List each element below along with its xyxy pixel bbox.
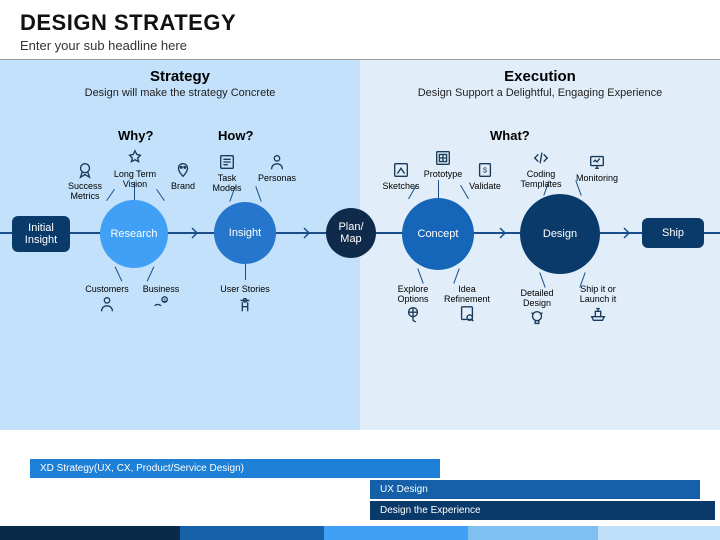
question-how: How? — [218, 128, 253, 143]
document-search-icon — [457, 304, 477, 324]
question-why: Why? — [118, 128, 153, 143]
spoke-user-stories: User Stories — [220, 284, 270, 315]
sketch-icon — [391, 160, 411, 180]
node-initial: Initial Insight — [12, 216, 70, 252]
node-plan: Plan/ Map — [326, 208, 376, 258]
spoke-detailed: Detailed Design — [512, 288, 562, 329]
panel-execution-title: Execution — [366, 68, 714, 85]
spoke-ship-launch: Ship it or Launch it — [570, 284, 626, 325]
bar-ux: UX Design — [370, 480, 700, 499]
arrow-icon — [178, 226, 200, 240]
node-ship: Ship — [642, 218, 704, 248]
arrow-icon — [486, 226, 508, 240]
svg-text:$: $ — [483, 166, 487, 175]
person-icon — [97, 294, 117, 314]
checklist-icon — [217, 152, 237, 172]
vision-icon — [125, 148, 145, 168]
footer-stripe — [0, 526, 720, 540]
page-title: DESIGN STRATEGY — [20, 10, 700, 36]
spoke-coding: Coding Templates — [516, 148, 566, 189]
money-icon: $ — [151, 294, 171, 314]
spoke-personas: Personas — [252, 152, 302, 183]
validate-icon: $ — [475, 160, 495, 180]
monitor-icon — [587, 152, 607, 172]
blueprint-icon — [433, 148, 453, 168]
spoke-line — [438, 180, 439, 198]
spoke-customers: Customers — [82, 284, 132, 315]
node-research: Research — [100, 200, 168, 268]
farmer-icon — [235, 294, 255, 314]
spoke-brand: Brand — [158, 160, 208, 191]
arrow-icon — [290, 226, 312, 240]
node-design: Design — [520, 194, 600, 274]
spoke-refinement: Idea Refinement — [442, 284, 492, 325]
spoke-task-models: Task Models — [202, 152, 252, 193]
user-icon — [267, 152, 287, 172]
spoke-monitoring: Monitoring — [572, 152, 622, 183]
phase-bars: XD Strategy(UX, CX, Product/Service Desi… — [0, 459, 720, 522]
panel-strategy-title: Strategy — [6, 68, 354, 85]
panel-strategy-sub: Design will make the strategy Concrete — [6, 87, 354, 99]
header: DESIGN STRATEGY Enter your sub headline … — [0, 0, 720, 60]
page-subtitle: Enter your sub headline here — [20, 38, 700, 53]
arrow-icon — [610, 226, 632, 240]
bar-experience: Design the Experience — [370, 501, 715, 520]
ship-icon — [588, 304, 608, 324]
spoke-success-metrics: Success Metrics — [60, 160, 110, 201]
spoke-vision: Long Term Vision — [110, 148, 160, 189]
spoke-explore: Explore Options — [388, 284, 438, 325]
panel-execution-sub: Design Support a Delightful, Engaging Ex… — [366, 87, 714, 99]
globe-icon — [403, 304, 423, 324]
node-concept: Concept — [402, 198, 474, 270]
bar-xd: XD Strategy(UX, CX, Product/Service Desi… — [30, 459, 440, 478]
spoke-line — [245, 264, 246, 280]
node-insight: Insight — [214, 202, 276, 264]
question-what: What? — [490, 128, 530, 143]
code-icon — [531, 148, 551, 168]
spoke-validate: $Validate — [460, 160, 510, 191]
lightbulb-icon — [527, 308, 547, 328]
medal-icon — [75, 160, 95, 180]
spoke-business: Business$ — [136, 284, 186, 315]
brand-icon — [173, 160, 193, 180]
